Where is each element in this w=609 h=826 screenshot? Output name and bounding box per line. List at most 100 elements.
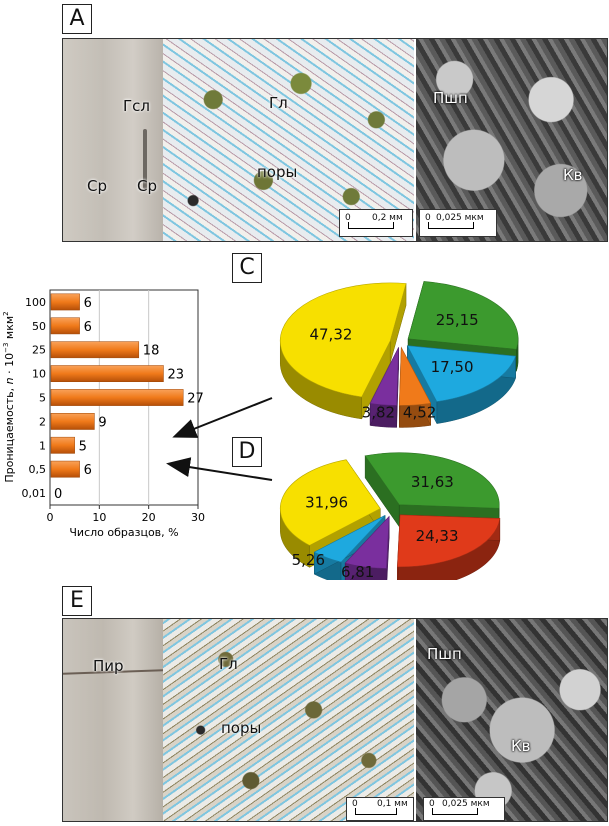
pie-chart-d: 31,96 31,63 24,33 6,81 5,26 — [280, 452, 501, 580]
scale-bar-sem-e: 0 0,025 мкм — [423, 797, 505, 821]
scale-value: 0,2 мм — [372, 213, 403, 223]
scale-zero: 0 — [352, 799, 358, 809]
y-tick-label: 2 — [39, 415, 46, 428]
pie-data-label: 4,52 — [403, 403, 436, 421]
core-photo-a — [63, 39, 163, 241]
y-label-unit-exp: 2 — [2, 311, 10, 315]
y-tick-label: 50 — [32, 320, 46, 333]
thin-label-gl-a: Гл — [269, 94, 288, 112]
pie-slice — [344, 515, 390, 569]
scale-zero: 0 — [429, 799, 435, 809]
y-label-unit: мкм — [3, 316, 16, 343]
bar-data-label: 6 — [84, 463, 92, 478]
pie-slice — [280, 459, 381, 546]
bar-data-label: 6 — [84, 320, 92, 335]
x-tick-labels: 0 10 20 30 — [47, 505, 205, 524]
y-tick-label: 0,01 — [22, 487, 47, 500]
core-crack-a — [143, 129, 147, 189]
panel-label-c: C — [232, 253, 262, 283]
thin-label-pory-a: поры — [257, 163, 298, 181]
bar — [50, 293, 80, 311]
y-tick-label: 25 — [32, 344, 46, 357]
sem-photo-e — [414, 619, 607, 821]
pie-slice — [407, 281, 519, 350]
pie-slice — [397, 514, 501, 568]
thin-label-gl-e: Гл — [219, 655, 238, 673]
scale-zero: 0 — [425, 213, 431, 223]
pie-data-label: 24,33 — [416, 527, 459, 545]
y-tick-label: 0,5 — [29, 463, 47, 476]
y-tick-label: 5 — [39, 392, 46, 405]
scale-bar-thin-a: 0 0,2 мм — [339, 209, 413, 237]
y-label-prefix: Проницаемость, — [3, 384, 16, 482]
pie-charts: 47,32 25,15 17,50 4,52 3,82 31,96 31,63 24,33 6… — [166, 281, 519, 580]
scale-value: 0,025 мкм — [442, 799, 490, 809]
pie-data-label: 3,82 — [362, 403, 395, 421]
scale-bar-line — [348, 222, 394, 229]
pie-data-label: 6,81 — [341, 563, 374, 580]
bar — [50, 341, 140, 359]
y-tick-labels: 100 50 25 10 5 2 1 0,5 0,01 — [22, 296, 47, 500]
bar — [50, 413, 95, 430]
y-label-var: n — [3, 377, 16, 384]
bar — [50, 389, 184, 406]
core-label-sr-2: Ср — [137, 177, 157, 195]
y-tick-label: 10 — [32, 368, 46, 381]
sem-label-pshp-a: Пшп — [433, 89, 468, 107]
panel-label-d: D — [232, 437, 262, 467]
pie-data-label: 17,50 — [431, 358, 474, 376]
panel-e-photos: Пир Гл поры Пшп Кв 0 0,1 мм 0 0,025 мкм — [62, 618, 608, 822]
pie-data-label: 25,15 — [436, 311, 479, 329]
core-label-gsl: Гсл — [123, 97, 150, 115]
y-axis-label: Проницаемость, n · 10−3 мкм2 — [2, 311, 16, 482]
x-tick-label: 20 — [142, 511, 156, 524]
panel-label-e: E — [62, 586, 92, 616]
bar-data-label: 23 — [167, 368, 184, 383]
sem-photo-a — [414, 39, 607, 241]
scale-bar-sem-a: 0 0,025 мкм — [419, 209, 497, 237]
bar-data-label: 6 — [84, 296, 92, 311]
x-axis-label: Число образцов, % — [69, 526, 178, 539]
scale-bar-line — [432, 808, 478, 815]
pie-slice — [406, 345, 516, 402]
panel-label-a: A — [62, 4, 92, 34]
y-tick-label: 100 — [25, 296, 46, 309]
panel-a-photos: Гсл Ср Ср Гл поры Пшп Кв 0 0,2 мм 0 0,02… — [62, 38, 608, 242]
arrow-d-to-bar — [166, 457, 273, 481]
y-tick-label: 1 — [39, 439, 46, 452]
pie-slice — [369, 347, 399, 406]
y-label-exp: −3 — [2, 343, 10, 353]
bar — [50, 317, 80, 335]
core-label-sr-1: Ср — [87, 177, 107, 195]
scale-value: 0,025 мкм — [436, 213, 484, 223]
bar-data-label: 9 — [98, 415, 106, 430]
bar-data-label: 18 — [143, 344, 160, 359]
pie-slice — [399, 346, 432, 406]
pie-data-label: 5,26 — [292, 551, 325, 569]
y-label-rest: · 10 — [3, 353, 16, 378]
bar-data-label: 27 — [187, 392, 204, 407]
pie-chart-c: 47,32 25,15 17,50 4,52 3,82 — [279, 281, 519, 428]
core-photo-e — [63, 619, 163, 821]
bar — [50, 365, 164, 382]
pie-slice — [279, 282, 407, 398]
scale-zero: 0 — [345, 213, 351, 223]
arrow-c-to-bar — [172, 397, 273, 438]
x-tick-label: 10 — [92, 511, 106, 524]
x-tick-label: 30 — [191, 511, 205, 524]
scale-bar-line — [428, 222, 474, 229]
pie-slice — [313, 515, 386, 563]
pie-data-label: 31,96 — [305, 493, 348, 511]
thin-section-photo-e — [163, 619, 414, 821]
pie-data-label: 31,63 — [411, 473, 454, 491]
pie-data-label: 47,32 — [309, 325, 352, 343]
plot-frame — [49, 289, 199, 506]
core-label-pir: Пир — [93, 657, 124, 675]
scale-bar-line — [355, 808, 397, 815]
thin-label-pory-e: поры — [221, 719, 262, 737]
bar — [50, 460, 80, 478]
bar-data-label: 0 — [54, 487, 62, 502]
bar — [50, 436, 75, 454]
sem-label-kv-a: Кв — [563, 166, 583, 184]
